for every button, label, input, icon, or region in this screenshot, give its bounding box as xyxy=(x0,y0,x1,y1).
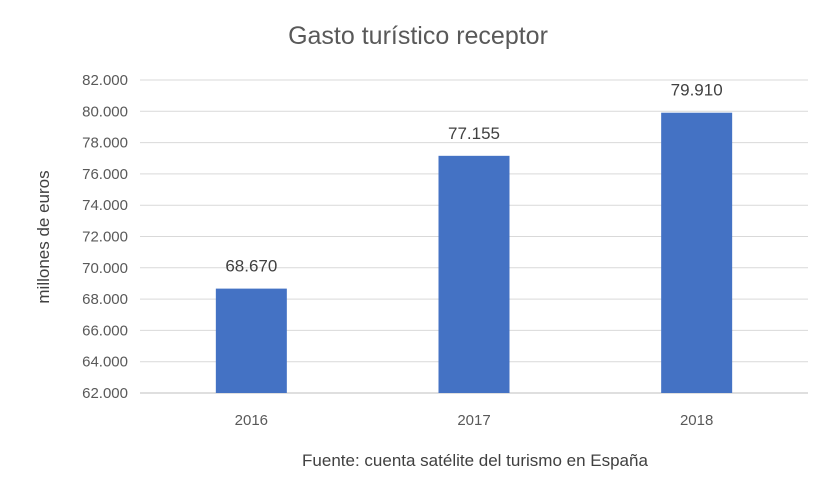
x-tick-label-2016: 2016 xyxy=(235,412,268,429)
data-label-2016: 68.670 xyxy=(225,257,277,276)
x-axis-title: Fuente: cuenta satélite del turismo en E… xyxy=(302,451,648,470)
y-tick-label: 68.000 xyxy=(82,291,128,308)
y-tick-label: 80.000 xyxy=(82,103,128,120)
bar-2018 xyxy=(661,112,733,394)
x-axis-tick-labels: 2016 2017 2018 xyxy=(235,412,714,429)
data-label-2018: 79.910 xyxy=(671,81,723,100)
y-tick-label: 72.000 xyxy=(82,229,128,246)
bar-2017 xyxy=(438,155,510,393)
y-tick-label: 82.000 xyxy=(82,72,128,89)
y-tick-label: 76.000 xyxy=(82,166,128,183)
x-tick-label-2018: 2018 xyxy=(680,412,713,429)
y-axis-tick-labels: 62.000 64.000 66.000 68.000 70.000 72.000 74.0… xyxy=(82,72,128,402)
data-label-2017: 77.155 xyxy=(448,124,500,143)
y-tick-label: 64.000 xyxy=(82,354,128,371)
bar-2016 xyxy=(215,288,287,393)
data-labels: 68.670 77.155 79.910 xyxy=(225,81,722,276)
y-tick-label: 70.000 xyxy=(82,260,128,277)
y-tick-label: 62.000 xyxy=(82,385,128,402)
bars xyxy=(215,112,733,394)
x-tick-label-2017: 2017 xyxy=(457,412,490,429)
chart-title: Gasto turístico receptor xyxy=(288,22,548,50)
y-tick-label: 66.000 xyxy=(82,322,128,339)
y-tick-label: 78.000 xyxy=(82,135,128,152)
y-tick-label: 74.000 xyxy=(82,197,128,214)
y-axis-title: millones de euros xyxy=(34,170,53,303)
